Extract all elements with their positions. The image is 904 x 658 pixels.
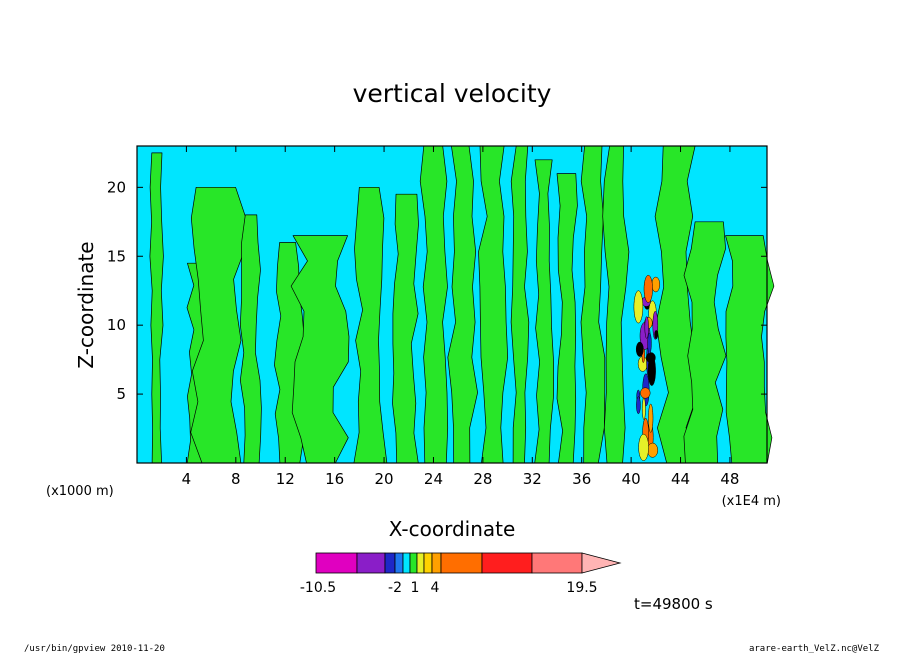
colorbar-tick-label: 1 xyxy=(411,580,420,596)
core-cell xyxy=(642,397,646,420)
colorbar-cell xyxy=(384,552,396,574)
x-tick-label: 8 xyxy=(231,470,241,488)
y-tick-label: 5 xyxy=(116,385,126,403)
colorbar xyxy=(315,552,622,574)
time-label: t=49800 s xyxy=(634,595,713,613)
core-cell xyxy=(647,355,656,386)
x-tick-label: 24 xyxy=(424,470,443,488)
colorbar-cell xyxy=(394,552,404,574)
footer-right: arare-earth_VelZ.nc@VelZ xyxy=(749,644,880,654)
y-axis-label: Z-coordinate xyxy=(74,241,98,368)
x-tick-label: 20 xyxy=(375,470,394,488)
colorbar-tick-label: 4 xyxy=(431,580,440,596)
x-tick-label: 4 xyxy=(182,470,192,488)
plot-frame xyxy=(136,145,768,464)
footer-left: /usr/bin/gpview 2010-11-20 xyxy=(24,644,165,654)
x-tick-label: 32 xyxy=(523,470,542,488)
core-cell xyxy=(640,387,651,399)
x-tick-label: 16 xyxy=(325,470,344,488)
colorbar-tick-label: -2 xyxy=(388,580,402,596)
colorbar-cell xyxy=(402,552,411,574)
colorbar-tick-label: 19.5 xyxy=(566,580,597,596)
y-tick-label: 20 xyxy=(107,178,126,196)
core-cell xyxy=(643,274,653,303)
core-cell xyxy=(635,341,644,357)
core-cell xyxy=(636,396,641,415)
x-tick-label: 40 xyxy=(622,470,641,488)
core-cell xyxy=(638,433,649,461)
colorbar-extend-arrow xyxy=(581,552,622,574)
x-unit-left: (x1000 m) xyxy=(46,484,114,499)
colorbar-cell xyxy=(356,552,386,574)
colorbar-cell xyxy=(431,552,442,574)
colorbar-cell xyxy=(423,552,433,574)
colorbar-tick-labels: -10.5 -2 1 4 19.5 xyxy=(300,580,598,596)
core-cell xyxy=(654,330,659,340)
core-cell xyxy=(644,316,649,339)
colorbar-cell xyxy=(440,552,483,574)
core-cell xyxy=(651,276,661,293)
x-tick-label: 48 xyxy=(720,470,739,488)
core-cell xyxy=(633,290,644,324)
core-cell xyxy=(648,403,654,433)
colorbar-cell xyxy=(409,552,418,574)
core-cell xyxy=(647,332,652,354)
colorbar-cell xyxy=(531,552,583,574)
x-tick-label: 28 xyxy=(473,470,492,488)
chart-title: vertical velocity xyxy=(353,79,552,108)
colorbar-cell xyxy=(481,552,533,574)
x-unit-right: (x1E4 m) xyxy=(722,494,781,509)
y-tick-label: 15 xyxy=(107,247,126,265)
core-cell xyxy=(647,442,659,458)
updraft-band xyxy=(392,193,419,464)
colorbar-cell xyxy=(315,552,358,574)
colorbar-cell xyxy=(416,552,425,574)
x-tick-label: 36 xyxy=(572,470,591,488)
x-tick-label: 44 xyxy=(671,470,690,488)
colorbar-tick-label: -10.5 xyxy=(300,580,336,596)
x-tick-label: 12 xyxy=(276,470,295,488)
y-tick-label: 10 xyxy=(107,316,126,334)
x-axis-label: X-coordinate xyxy=(389,517,516,541)
